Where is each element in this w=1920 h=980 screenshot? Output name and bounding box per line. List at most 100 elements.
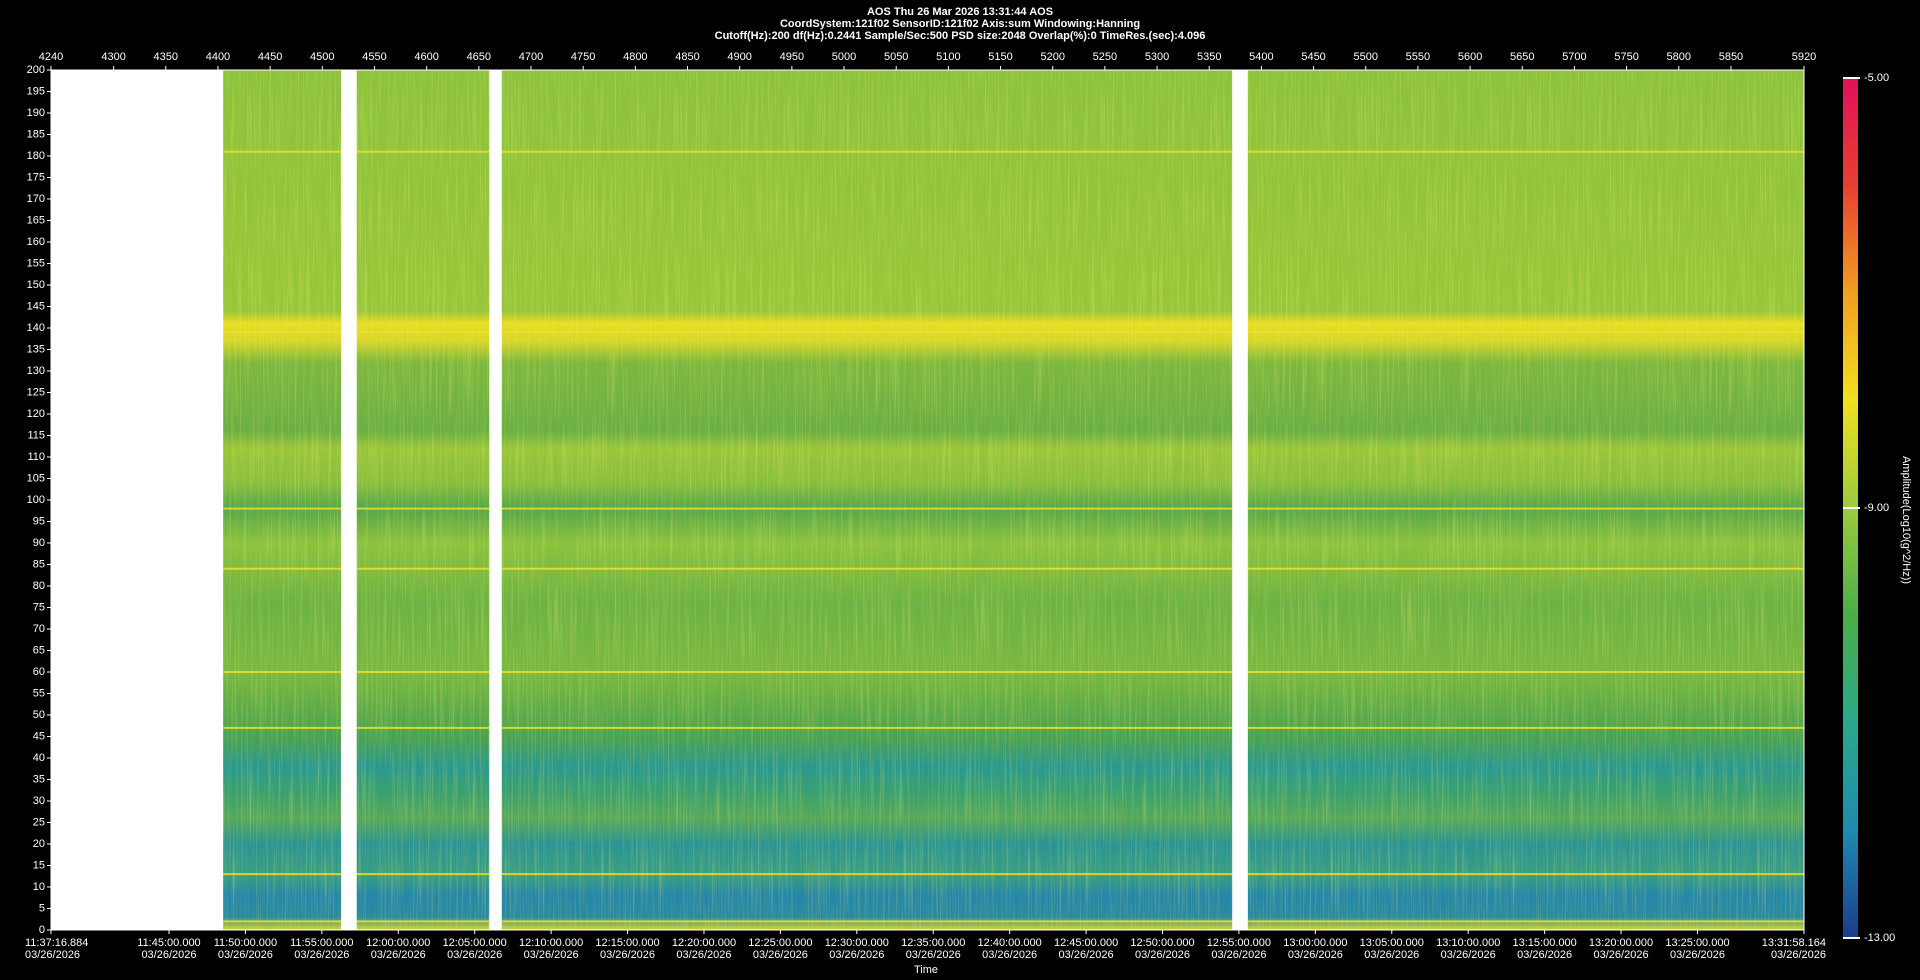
x-tick-label: 5750	[1614, 51, 1638, 63]
x-tick-label: 5650	[1510, 51, 1534, 63]
x-tick-label: 5800	[1667, 51, 1691, 63]
y-tick-label: 85	[33, 558, 45, 570]
y-tick-label: 95	[33, 515, 45, 527]
y-tick-label: 125	[27, 386, 45, 398]
y-tick-label: 160	[27, 236, 45, 248]
time-tick-date: 03/26/2026	[1288, 949, 1343, 961]
time-tick-label: 11:50:00.000	[214, 937, 277, 949]
y-tick-label: 195	[27, 85, 45, 97]
x-tick-label: 5550	[1406, 51, 1430, 63]
time-tick-label: 12:35:00.000	[901, 937, 965, 949]
time-tick-date: 03/26/2026	[753, 949, 808, 961]
x-tick-label: 4650	[467, 51, 491, 63]
y-tick-label: 20	[33, 838, 45, 850]
time-tick-label: 12:55:00.000	[1207, 937, 1271, 949]
y-tick-label: 55	[33, 687, 45, 699]
x-tick-label: 5100	[936, 51, 960, 63]
y-tick-label: 105	[27, 472, 45, 484]
x-tick-label: 5300	[1145, 51, 1169, 63]
y-tick-label: 135	[27, 343, 45, 355]
time-tick-label: 13:25:00.000	[1665, 937, 1729, 949]
x-tick-label: 5850	[1719, 51, 1743, 63]
y-tick-label: 0	[39, 924, 45, 936]
x-tick-label: 5000	[832, 51, 856, 63]
time-tick-label: 12:00:00.000	[366, 937, 430, 949]
time-tick-label: 11:37:16.884	[25, 937, 88, 949]
x-tick-label: 5200	[1040, 51, 1064, 63]
y-tick-label: 185	[27, 128, 45, 140]
time-tick-label: 11:45:00.000	[137, 937, 200, 949]
time-tick-label: 12:20:00.000	[672, 937, 736, 949]
time-tick-label: 12:50:00.000	[1130, 937, 1194, 949]
time-tick-date: 03/26/2026	[906, 949, 961, 961]
time-tick-label: 13:20:00.000	[1589, 937, 1653, 949]
time-tick-label: 12:45:00.000	[1054, 937, 1118, 949]
x-tick-label: 5150	[988, 51, 1012, 63]
y-tick-label: 10	[33, 881, 45, 893]
colorbar-tick-label: -5.00	[1864, 72, 1889, 84]
time-tick-date: 03/26/2026	[141, 949, 196, 961]
x-tick-label: 4750	[571, 51, 595, 63]
x-tick-label: 5700	[1562, 51, 1586, 63]
y-tick-label: 45	[33, 730, 45, 742]
time-tick-date: 03/26/2026	[1135, 949, 1190, 961]
x-tick-label: 5600	[1458, 51, 1482, 63]
spectrogram-texture	[501, 70, 1233, 930]
time-tick-label: 12:15:00.000	[595, 937, 659, 949]
y-tick-label: 150	[27, 279, 45, 291]
x-tick-label: 4950	[780, 51, 804, 63]
y-tick-label: 140	[27, 322, 45, 334]
y-tick-label: 165	[27, 214, 45, 226]
y-tick-label: 25	[33, 816, 45, 828]
time-tick-label: 13:10:00.000	[1436, 937, 1500, 949]
x-tick-label: 4400	[206, 51, 230, 63]
time-tick-date: 03/26/2026	[1517, 949, 1572, 961]
y-tick-label: 200	[27, 64, 45, 76]
time-tick-date: 03/26/2026	[1594, 949, 1649, 961]
y-tick-label: 35	[33, 773, 45, 785]
time-tick-label: 12:05:00.000	[443, 937, 507, 949]
x-axis-label: Time	[914, 964, 938, 976]
x-tick-label: 5400	[1249, 51, 1273, 63]
header-line: Cutoff(Hz):200 df(Hz):0.2441 Sample/Sec:…	[715, 30, 1206, 42]
header-line: CoordSystem:121f02 SensorID:121f02 Axis:…	[780, 18, 1140, 30]
header-line: AOS Thu 26 Mar 2026 13:31:44 AOS	[867, 6, 1053, 18]
y-tick-label: 60	[33, 666, 45, 678]
y-tick-label: 30	[33, 795, 45, 807]
time-tick-date: 03/26/2026	[600, 949, 655, 961]
y-tick-label: 170	[27, 193, 45, 205]
x-tick-label: 5250	[1093, 51, 1117, 63]
time-tick-date: 03/26/2026	[25, 949, 80, 961]
y-tick-label: 120	[27, 408, 45, 420]
time-tick-date: 03/26/2026	[447, 949, 502, 961]
time-tick-label: 12:10:00.000	[519, 937, 583, 949]
x-tick-label: 4240	[39, 51, 63, 63]
x-tick-label: 4700	[519, 51, 543, 63]
colorbar-tick-label: -13.00	[1864, 932, 1895, 944]
y-tick-label: 75	[33, 601, 45, 613]
x-tick-label: 4550	[362, 51, 386, 63]
x-tick-label: 5450	[1301, 51, 1325, 63]
time-tick-label: 13:15:00.000	[1513, 937, 1577, 949]
time-tick-date: 03/26/2026	[982, 949, 1037, 961]
time-tick-date: 03/26/2026	[829, 949, 884, 961]
time-tick-label: 12:30:00.000	[825, 937, 889, 949]
time-tick-label: 13:31:58.164	[1762, 937, 1826, 949]
time-tick-label: 11:55:00.000	[290, 937, 353, 949]
time-tick-date: 03/26/2026	[218, 949, 273, 961]
y-tick-label: 110	[27, 451, 45, 463]
x-tick-label: 4450	[258, 51, 282, 63]
time-tick-date: 03/26/2026	[1059, 949, 1114, 961]
x-tick-label: 4300	[101, 51, 125, 63]
time-tick-date: 03/26/2026	[1771, 949, 1826, 961]
y-tick-label: 130	[27, 365, 45, 377]
colorbar-tick-label: -9.00	[1864, 502, 1889, 514]
x-tick-label: 4500	[310, 51, 334, 63]
time-tick-date: 03/26/2026	[524, 949, 579, 961]
y-tick-label: 40	[33, 752, 45, 764]
x-tick-label: 4900	[727, 51, 751, 63]
y-tick-label: 115	[27, 429, 45, 441]
x-tick-label: 5050	[884, 51, 908, 63]
y-tick-label: 50	[33, 709, 45, 721]
